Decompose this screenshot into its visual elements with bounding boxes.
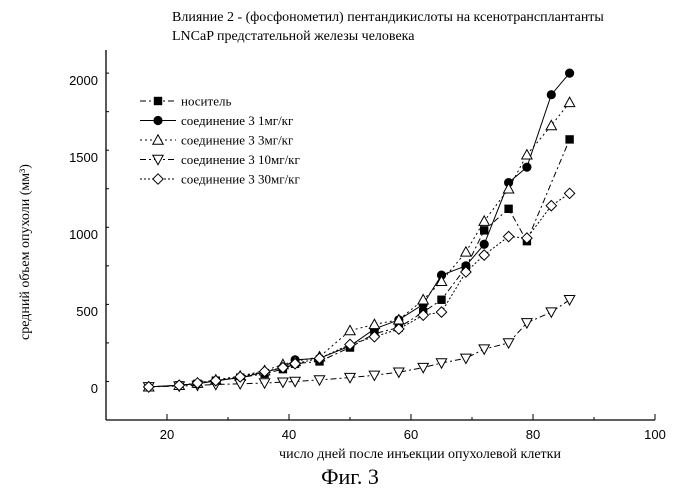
data-point bbox=[173, 379, 186, 392]
x-tick-label: 40 bbox=[282, 427, 296, 442]
data-point bbox=[258, 365, 271, 378]
data-point bbox=[478, 249, 491, 261]
data-point bbox=[276, 377, 289, 389]
data-point bbox=[502, 230, 515, 243]
data-point bbox=[504, 204, 513, 213]
legend-label: соединение 3 30мг/кг bbox=[181, 172, 300, 187]
data-point bbox=[435, 275, 448, 286]
y-tick-label: 500 bbox=[76, 304, 98, 319]
legend: носитель соединение 3 1мг/кг соединение 3 … bbox=[140, 94, 300, 187]
data-point bbox=[478, 344, 491, 356]
data-point bbox=[313, 352, 326, 365]
series-line bbox=[148, 192, 570, 388]
data-point bbox=[459, 245, 472, 257]
data-point bbox=[520, 318, 533, 330]
legend-entry-4: соединение 3 10мг/кг bbox=[140, 152, 300, 167]
data-point bbox=[313, 375, 326, 387]
data-point bbox=[392, 367, 405, 379]
data-point bbox=[459, 353, 472, 365]
legend-label: носитель bbox=[181, 94, 231, 109]
x-axis-label: число дней после инъекции опухолевой кле… bbox=[279, 447, 561, 462]
data-point bbox=[276, 361, 289, 374]
data-point bbox=[522, 162, 532, 172]
data-point bbox=[480, 226, 489, 235]
data-point bbox=[563, 96, 576, 108]
data-point bbox=[417, 362, 430, 374]
series-5 bbox=[142, 187, 576, 393]
data-point bbox=[520, 232, 533, 244]
y-tick-label: 1500 bbox=[69, 150, 98, 165]
series-4 bbox=[142, 295, 576, 394]
data-point bbox=[417, 293, 430, 305]
legend-marker bbox=[151, 133, 165, 145]
data-point bbox=[209, 374, 222, 387]
data-point bbox=[417, 309, 430, 322]
data-point bbox=[478, 214, 491, 226]
chart-title-line-1: Влияние 2 - (фосфонометил) пентандикисло… bbox=[172, 10, 604, 25]
legend-marker bbox=[152, 173, 164, 185]
data-point bbox=[392, 323, 405, 335]
data-point bbox=[502, 338, 515, 350]
data-point bbox=[461, 261, 471, 271]
legend-label: соединение 3 10мг/кг bbox=[181, 152, 300, 167]
legend-marker bbox=[151, 154, 165, 166]
data-point bbox=[563, 295, 576, 306]
data-point bbox=[437, 295, 446, 304]
x-tick-label: 100 bbox=[644, 427, 666, 442]
y-axis-label: средний объем опухоли (мм³) bbox=[18, 164, 33, 340]
data-point bbox=[289, 376, 302, 388]
legend-entry-1: носитель bbox=[140, 94, 231, 109]
data-point bbox=[502, 182, 515, 194]
data-point bbox=[343, 372, 357, 384]
legend-marker bbox=[153, 115, 163, 126]
data-point bbox=[368, 330, 381, 343]
series-line bbox=[148, 299, 570, 388]
data-point bbox=[234, 370, 247, 383]
data-point bbox=[520, 148, 533, 160]
y-tick-label: 0 bbox=[91, 381, 98, 396]
x-tick-label: 20 bbox=[160, 427, 174, 442]
data-point bbox=[546, 90, 556, 100]
y-tick-label: 1000 bbox=[69, 227, 98, 242]
series-layer bbox=[142, 68, 576, 394]
y-tick-label: 2000 bbox=[69, 73, 98, 88]
data-point bbox=[344, 338, 356, 351]
data-point bbox=[545, 119, 558, 131]
legend-entry-3: соединение 3 3мг/кг bbox=[140, 133, 293, 148]
legend-marker bbox=[153, 96, 163, 106]
data-point bbox=[435, 306, 448, 318]
data-point bbox=[565, 135, 574, 144]
data-point bbox=[289, 357, 302, 370]
chart-title-line-2: LNCaP предстательной железы человека bbox=[172, 29, 415, 44]
data-point bbox=[545, 307, 558, 319]
data-point bbox=[191, 377, 204, 389]
data-point bbox=[545, 199, 558, 212]
data-point bbox=[368, 370, 381, 382]
data-point bbox=[142, 380, 155, 393]
data-point bbox=[565, 68, 575, 78]
data-point bbox=[479, 239, 489, 249]
data-point bbox=[368, 318, 381, 330]
legend-label: соединение 3 1мг/кг bbox=[181, 113, 293, 128]
x-tick-label: 60 bbox=[404, 427, 418, 442]
data-point bbox=[258, 378, 271, 390]
figure-caption: Фиг. 3 bbox=[321, 464, 379, 489]
x-tick-label: 80 bbox=[526, 427, 540, 442]
data-point bbox=[459, 266, 472, 278]
data-point bbox=[435, 358, 448, 370]
data-point bbox=[563, 187, 576, 200]
data-point bbox=[343, 324, 357, 336]
legend-entry-5: соединение 3 30мг/кг bbox=[140, 172, 300, 187]
legend-label: соединение 3 3мг/кг bbox=[181, 133, 293, 148]
legend-entry-2: соединение 3 1мг/кг bbox=[140, 113, 293, 128]
